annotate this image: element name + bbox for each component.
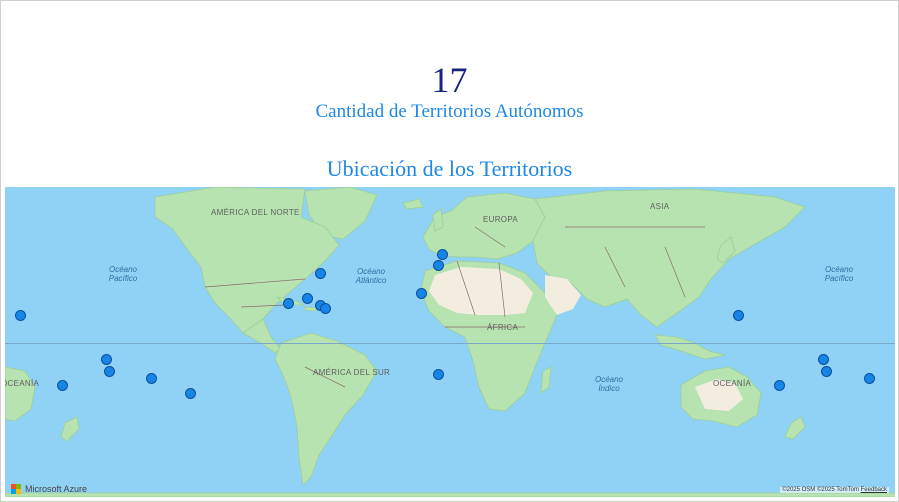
region-label-europe: EUROPA [483,215,518,224]
region-label-south-america: AMÉRICA DEL SUR [313,368,391,377]
territory-marker[interactable] [101,354,112,365]
map-attribution: ©2025 OSM ©2025 TomTom Feedback [780,487,889,493]
south-america-landmass [274,332,378,486]
territory-marker[interactable] [104,366,115,377]
wrap-australia-landmass [5,366,36,422]
territory-count-value: 17 [431,60,468,100]
country-borders [204,226,705,388]
feedback-link[interactable]: Feedback [860,487,887,493]
territory-marker[interactable] [146,373,157,384]
territory-marker[interactable] [15,310,26,321]
region-label-oceania-east: OCEANÍA [713,379,752,388]
microsoft-azure-logo: Microsoft Azure [11,484,87,494]
equator-line [5,343,895,344]
japan-landmass [716,236,736,264]
territory-marker[interactable] [433,369,444,380]
iceland-landmass [402,198,424,210]
ocean-label-atlantic: Océano Atlántico [355,267,387,285]
sahara-desert [429,267,533,315]
territory-marker[interactable] [302,293,313,304]
map-basemap [5,187,895,497]
asia-landmass [532,188,806,328]
uk-landmass [432,208,444,232]
region-label-asia: ASIA [650,202,670,211]
world-map[interactable]: Océano Pacífico Océano Atlántico Océano Pac… [5,187,895,497]
ocean-label-pacific-east: Océano Pacífico [824,265,854,283]
microsoft-logo-icon [11,484,21,494]
territory-marker[interactable] [315,268,326,279]
territory-marker[interactable] [774,380,785,391]
territory-marker[interactable] [818,354,829,365]
territory-marker[interactable] [57,380,68,391]
madagascar-landmass [540,366,552,394]
territory-marker[interactable] [733,310,744,321]
ocean-label-indian: Océano Índico [594,375,624,393]
territory-marker[interactable] [320,303,331,314]
attribution-text: ©2025 OSM ©2025 TomTom [782,487,859,493]
territory-marker[interactable] [283,298,294,309]
arabia-desert [545,275,581,315]
logo-text: Microsoft Azure [25,484,88,494]
australia-desert [695,379,743,411]
territory-marker[interactable] [437,249,448,260]
map-title: Ubicación de los Territorios [326,156,573,181]
ocean-label-pacific-west: Océano Pacífico [108,265,138,283]
southeast-asia-islands [654,334,726,360]
territory-marker[interactable] [416,288,427,299]
region-label-africa: ÁFRICA [487,323,519,332]
territory-marker[interactable] [821,366,832,377]
territory-marker[interactable] [185,388,196,399]
territory-count-label: Cantidad de Territorios Autónomos [315,101,584,122]
territory-marker[interactable] [864,373,875,384]
wrap-new-zealand-landmass [60,416,80,442]
region-label-oceania-west: OCEANÍA [5,379,40,388]
new-zealand-landmass [784,416,806,440]
region-label-north-america: AMÉRICA DEL NORTE [211,208,300,217]
territory-marker[interactable] [433,260,444,271]
southern-landmass [5,492,895,497]
